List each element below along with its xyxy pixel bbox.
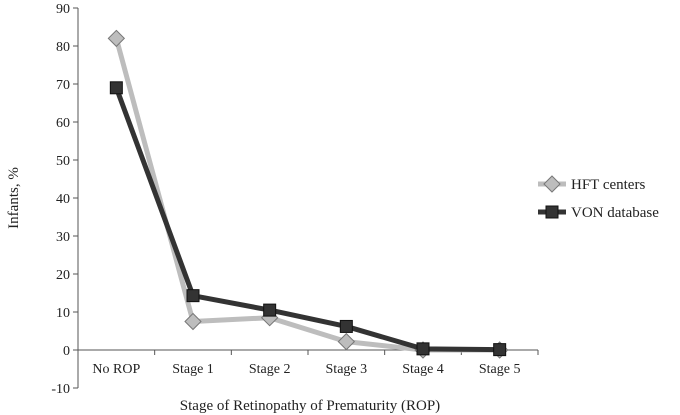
series-layer bbox=[107, 29, 509, 359]
x-tick-label: Stage 5 bbox=[479, 362, 521, 377]
x-tick-label: Stage 1 bbox=[172, 362, 214, 377]
legend-item-von: VON database bbox=[538, 205, 659, 221]
legend-diamond-marker-icon bbox=[543, 175, 561, 193]
series-hft-centers bbox=[107, 29, 509, 359]
y-tick-label: 30 bbox=[56, 230, 70, 245]
legend-label-von: VON database bbox=[571, 205, 659, 221]
data-point bbox=[493, 343, 507, 357]
legend-item-hft: HFT centers bbox=[538, 175, 645, 193]
series-line bbox=[113, 86, 500, 353]
x-tick-label: Stage 4 bbox=[402, 362, 444, 377]
y-ticks: -10 0 10 20 30 40 50 60 70 80 90 bbox=[51, 2, 78, 397]
y-tick-label: 40 bbox=[56, 192, 70, 207]
data-point bbox=[109, 81, 123, 95]
y-tick-label: 60 bbox=[56, 116, 70, 131]
y-tick-label: 90 bbox=[56, 2, 70, 17]
y-tick-label: 70 bbox=[56, 78, 70, 93]
data-point bbox=[186, 289, 200, 303]
y-tick-label: 10 bbox=[56, 306, 70, 321]
y-axis-title: Infants, % bbox=[6, 167, 22, 229]
data-point bbox=[107, 29, 126, 48]
y-tick-label: -10 bbox=[51, 382, 70, 397]
series-von-database bbox=[109, 81, 507, 357]
x-tick-label: Stage 3 bbox=[326, 362, 368, 377]
data-point bbox=[263, 303, 277, 317]
legend: HFT centers VON database bbox=[538, 175, 659, 221]
legend-label-hft: HFT centers bbox=[571, 177, 645, 193]
legend-square-marker-icon bbox=[545, 205, 559, 219]
y-tick-label: 20 bbox=[56, 268, 70, 283]
y-tick-label: 50 bbox=[56, 154, 70, 169]
x-tick-label: No ROP bbox=[92, 362, 140, 377]
data-point bbox=[416, 342, 430, 356]
x-ticks: No ROP Stage 1 Stage 2 Stage 3 Stage 4 Stage … bbox=[77, 350, 539, 377]
data-point bbox=[337, 332, 356, 351]
data-point bbox=[184, 312, 202, 331]
data-point bbox=[339, 319, 353, 333]
series-line bbox=[113, 37, 500, 353]
y-tick-label: 80 bbox=[56, 40, 70, 55]
y-tick-label: 0 bbox=[63, 344, 70, 359]
x-tick-label: Stage 2 bbox=[249, 362, 291, 377]
x-axis-title: Stage of Retinopathy of Prematurity (ROP… bbox=[180, 398, 440, 414]
